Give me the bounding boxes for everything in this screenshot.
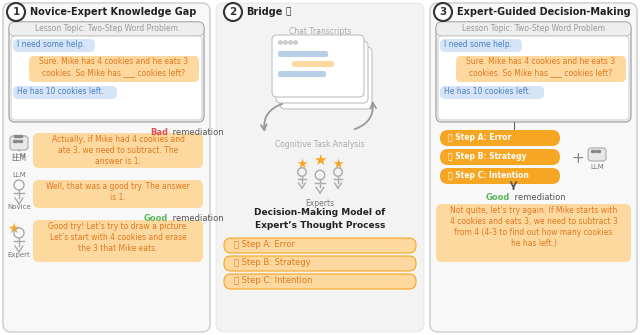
Text: ★: ★	[7, 222, 19, 236]
FancyBboxPatch shape	[10, 136, 28, 150]
Text: remediation: remediation	[512, 193, 566, 202]
FancyBboxPatch shape	[440, 39, 522, 52]
Text: Decision-Making Model of
Expert’s Thought Process: Decision-Making Model of Expert’s Though…	[254, 208, 386, 229]
Text: 🔍 Step C: Intention: 🔍 Step C: Intention	[448, 171, 529, 180]
FancyBboxPatch shape	[292, 61, 334, 67]
Text: LLM: LLM	[12, 172, 26, 178]
Text: LLM: LLM	[12, 153, 26, 159]
Text: ★: ★	[332, 158, 344, 171]
Text: Good: Good	[143, 214, 168, 223]
FancyBboxPatch shape	[224, 256, 416, 271]
Text: Expert-Guided Decision-Making: Expert-Guided Decision-Making	[457, 7, 630, 17]
Text: Novice-Expert Knowledge Gap: Novice-Expert Knowledge Gap	[30, 7, 196, 17]
FancyBboxPatch shape	[436, 22, 631, 36]
FancyBboxPatch shape	[13, 39, 95, 52]
FancyBboxPatch shape	[430, 3, 637, 332]
Text: Well, that was a good try. The answer
is 1.: Well, that was a good try. The answer is…	[46, 182, 190, 202]
Text: Sure. Mike has 4 cookies and he eats 3
cookies. So Mike has ___ cookies left?: Sure. Mike has 4 cookies and he eats 3 c…	[467, 57, 616, 77]
FancyBboxPatch shape	[33, 180, 203, 208]
FancyBboxPatch shape	[588, 148, 606, 161]
FancyBboxPatch shape	[3, 3, 210, 332]
Text: Experts: Experts	[305, 199, 335, 208]
FancyBboxPatch shape	[438, 36, 629, 120]
Text: 🔍 Step B: Strategy: 🔍 Step B: Strategy	[234, 258, 310, 267]
FancyBboxPatch shape	[11, 136, 27, 147]
Text: He has 10 cookies left.: He has 10 cookies left.	[444, 87, 531, 96]
FancyBboxPatch shape	[436, 204, 631, 262]
Text: Good: Good	[486, 193, 510, 202]
Text: remediation: remediation	[170, 128, 223, 137]
Circle shape	[7, 3, 25, 21]
FancyBboxPatch shape	[440, 149, 560, 165]
Text: ★: ★	[296, 158, 308, 171]
Text: 🖼: 🖼	[285, 7, 291, 16]
Text: 🔍 Step A: Error: 🔍 Step A: Error	[448, 133, 511, 142]
FancyBboxPatch shape	[216, 3, 424, 332]
Text: ★: ★	[313, 153, 327, 168]
FancyBboxPatch shape	[440, 86, 544, 99]
Text: Bad: Bad	[150, 128, 168, 137]
Circle shape	[224, 3, 242, 21]
Text: Cognitive Task Analysis: Cognitive Task Analysis	[275, 140, 365, 149]
FancyBboxPatch shape	[224, 238, 416, 253]
Text: +: +	[572, 151, 584, 166]
FancyBboxPatch shape	[272, 35, 364, 97]
Text: Bridge: Bridge	[246, 7, 282, 17]
Text: Lesson Topic: Two-Step Word Problem: Lesson Topic: Two-Step Word Problem	[35, 24, 178, 33]
FancyBboxPatch shape	[440, 130, 560, 146]
Text: 🔍 Step A: Error: 🔍 Step A: Error	[234, 240, 295, 249]
Text: Chat Transcripts: Chat Transcripts	[289, 27, 351, 36]
FancyBboxPatch shape	[224, 274, 416, 289]
Text: I need some help.: I need some help.	[444, 40, 512, 49]
FancyBboxPatch shape	[29, 56, 199, 82]
FancyBboxPatch shape	[280, 47, 372, 109]
FancyBboxPatch shape	[33, 220, 203, 262]
Text: Novice: Novice	[7, 204, 31, 210]
Circle shape	[434, 3, 452, 21]
FancyBboxPatch shape	[9, 22, 204, 36]
FancyBboxPatch shape	[13, 86, 117, 99]
Text: 🔍 Step C: Intention: 🔍 Step C: Intention	[234, 276, 312, 285]
Text: I need some help.: I need some help.	[17, 40, 85, 49]
Text: remediation: remediation	[170, 214, 223, 223]
Text: Actually, if Mike had 4 cookies and
ate 3, we need to subtract. The
answer is 1.: Actually, if Mike had 4 cookies and ate …	[51, 135, 184, 166]
Text: Lesson Topic: Two-Step Word Problem: Lesson Topic: Two-Step Word Problem	[462, 24, 605, 33]
Text: 1: 1	[12, 7, 20, 17]
Text: LLM: LLM	[12, 154, 27, 163]
Text: Good try! Let’s try to draw a picture.
Let’s start with 4 cookies and erase
the : Good try! Let’s try to draw a picture. L…	[48, 222, 188, 253]
FancyBboxPatch shape	[33, 133, 203, 168]
FancyBboxPatch shape	[440, 168, 560, 184]
Text: ⬡: ⬡	[12, 136, 26, 154]
Text: He has 10 cookies left.: He has 10 cookies left.	[17, 87, 104, 96]
FancyBboxPatch shape	[456, 56, 626, 82]
Text: 3: 3	[440, 7, 447, 17]
Text: LLM: LLM	[590, 164, 604, 170]
FancyBboxPatch shape	[276, 41, 368, 103]
Text: 2: 2	[229, 7, 237, 17]
Text: Not quite, let’s try again. If Mike starts with
4 cookies and eats 3, we need to: Not quite, let’s try again. If Mike star…	[449, 206, 618, 248]
Text: Expert: Expert	[8, 252, 30, 258]
Text: ─: ─	[17, 149, 22, 158]
Text: 🔍 Step B: Strategy: 🔍 Step B: Strategy	[448, 152, 527, 161]
FancyBboxPatch shape	[11, 36, 202, 120]
FancyBboxPatch shape	[9, 22, 204, 122]
FancyBboxPatch shape	[436, 22, 631, 122]
Text: Sure. Mike has 4 cookies and he eats 3
cookies. So Mike has ___ cookies left?: Sure. Mike has 4 cookies and he eats 3 c…	[40, 57, 189, 77]
FancyBboxPatch shape	[278, 71, 326, 77]
FancyBboxPatch shape	[278, 51, 328, 57]
